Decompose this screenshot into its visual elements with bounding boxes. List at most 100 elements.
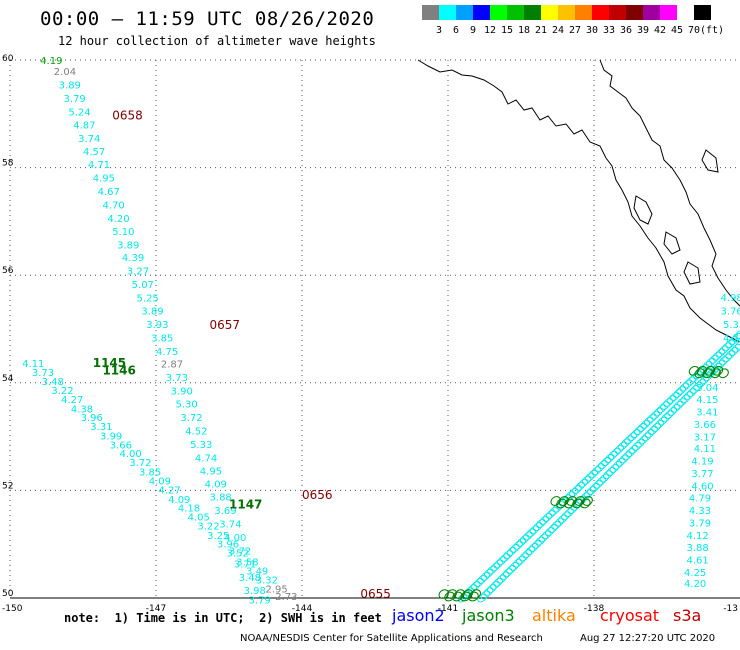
pass-time-label: 1147 — [229, 498, 262, 512]
wave-height-value: 4.79 — [689, 494, 711, 505]
dense-track-point — [529, 525, 540, 535]
dense-track-point — [722, 353, 732, 363]
dense-track-point — [725, 339, 736, 349]
wave-height-value: 3.96 — [217, 539, 239, 550]
wave-height-value: 3.90 — [171, 387, 193, 398]
wave-height-value: 3.71 — [234, 559, 256, 570]
wave-height-value: 4.18 — [178, 503, 200, 514]
y-tick-label: 56 — [2, 266, 14, 276]
wave-height-value: 4.61 — [686, 556, 708, 567]
wave-height-value: 3.73 — [32, 368, 54, 379]
dense-track-point — [654, 419, 665, 429]
color-swatch — [558, 5, 575, 20]
dense-track-point — [474, 578, 484, 587]
wave-height-value: 3.52 — [227, 549, 249, 560]
dense-track-point — [614, 444, 625, 454]
dense-track-point — [541, 530, 552, 540]
x-tick-label: -13 — [723, 604, 738, 614]
dense-track-point — [718, 345, 729, 355]
pass-time-label: 0656 — [302, 488, 333, 502]
wave-height-value: 3.76 — [721, 306, 740, 317]
dense-track-point — [612, 460, 623, 470]
wave-height-value: 5.10 — [112, 227, 134, 238]
dense-track-point — [594, 463, 605, 473]
dense-track-point — [570, 501, 581, 511]
dense-track-point — [586, 486, 597, 496]
wave-height-value: 4.09 — [205, 480, 227, 491]
dense-track-point — [470, 581, 481, 591]
x-tick-label: -141 — [438, 604, 458, 614]
green-track-point — [558, 496, 569, 506]
wave-height-value: 4.15 — [696, 395, 718, 406]
dense-track-point — [679, 382, 690, 392]
dense-track-point — [650, 410, 660, 420]
color-scale-label: 30 — [585, 25, 599, 36]
wave-height-value: 3.79 — [689, 518, 711, 529]
dense-track-point — [657, 416, 668, 426]
color-swatch — [456, 5, 473, 20]
dense-track-point — [648, 425, 658, 435]
dense-track-point — [620, 438, 631, 448]
dense-track-point — [532, 539, 542, 549]
dense-track-point — [549, 506, 559, 516]
dense-track-point — [690, 384, 700, 394]
wave-height-value: 4.19 — [691, 457, 713, 468]
dense-track-point — [722, 342, 732, 352]
dense-track-point — [544, 527, 555, 537]
dense-track-point — [490, 580, 500, 590]
wave-height-value: 5.24 — [68, 107, 90, 118]
green-track-point — [446, 589, 457, 599]
dense-track-point — [480, 571, 491, 581]
dense-track-point — [705, 357, 716, 367]
wave-height-value: 2.04 — [54, 67, 76, 78]
color-scale-label: 70 — [687, 25, 701, 36]
dense-track-point — [624, 435, 634, 445]
dense-track-point — [622, 451, 632, 461]
color-swatch — [473, 5, 490, 20]
wave-height-value: 3.79 — [248, 595, 270, 606]
coastline — [417, 59, 740, 343]
wave-height-value: 5.07 — [132, 280, 154, 291]
dense-track-point — [596, 476, 607, 486]
dense-track-point — [601, 457, 611, 467]
wave-height-value: 3.66 — [694, 420, 716, 431]
green-track-point — [444, 591, 455, 602]
dense-track-point — [699, 375, 710, 385]
dense-track-point — [609, 463, 620, 473]
wave-height-value: 3.74 — [219, 520, 241, 531]
dense-track-point — [477, 574, 487, 584]
dense-track-point — [653, 407, 664, 417]
dense-track-point — [487, 565, 497, 575]
green-track-point — [452, 591, 463, 602]
dense-track-point — [666, 395, 677, 405]
wave-height-value: 4.20 — [107, 214, 129, 225]
color-swatch — [541, 5, 558, 20]
dense-track-point — [683, 391, 694, 401]
wave-height-value: 3.41 — [696, 408, 718, 419]
color-scale-label: 45 — [670, 25, 684, 36]
dense-track-point — [670, 403, 681, 413]
green-track-point — [566, 496, 577, 506]
dense-track-point — [483, 587, 494, 597]
x-tick-label: -144 — [292, 604, 313, 614]
legend-cryosat: cryosat — [600, 606, 660, 625]
wave-height-value: 3.48 — [42, 377, 64, 388]
green-track-point — [454, 589, 465, 599]
color-swatch — [490, 5, 507, 20]
dense-track-point — [528, 542, 539, 552]
wave-height-value: 4.39 — [122, 253, 144, 264]
wave-height-value: 3.04 — [696, 383, 718, 394]
wave-height-value: 4.05 — [188, 513, 210, 524]
dense-track-point — [682, 379, 693, 389]
dense-track-point — [735, 329, 740, 339]
dense-track-point — [542, 512, 553, 522]
color-scale-label: 9 — [469, 25, 477, 36]
dense-track-point — [564, 508, 574, 518]
pass-time-label: 0655 — [360, 587, 391, 601]
dense-track-point — [643, 416, 654, 426]
dense-track-point — [676, 385, 687, 395]
x-tick-label: -147 — [146, 604, 166, 614]
wave-height-value: 3.93 — [146, 320, 168, 331]
dense-track-point — [512, 558, 523, 568]
wave-height-value: 4.72 — [723, 333, 740, 344]
